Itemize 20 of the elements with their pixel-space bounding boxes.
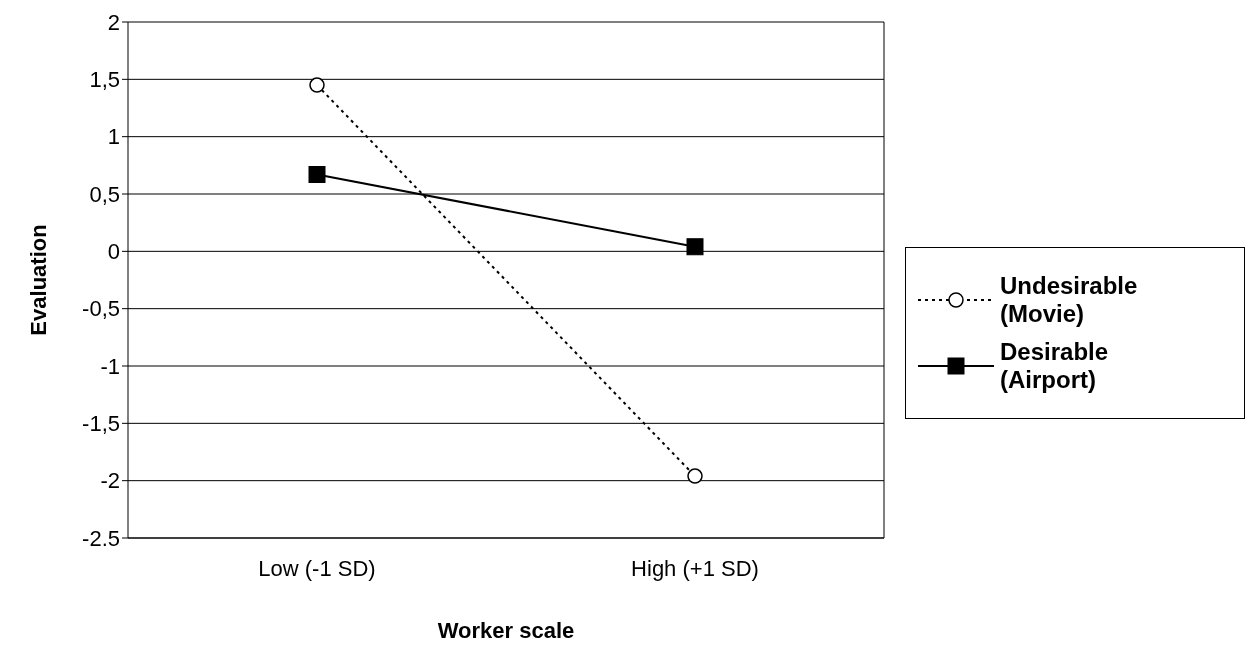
y-tick-label: -2 [100,468,120,494]
point [687,468,703,484]
y-tick-label: -1 [100,353,120,379]
point [309,77,325,93]
x-tick-label: High (+1 SD) [631,555,759,581]
y-tick-label: -1,5 [82,411,120,437]
y-tick-label: 0 [107,239,120,265]
point [686,238,704,256]
x-tick-label: Low (-1 SD) [258,555,376,581]
y-tick-label: 1 [107,124,120,150]
legend-label: Undesirable (Movie) [1000,272,1139,328]
y-tick-label: 0,5 [89,181,120,207]
y-tick-label: 1,5 [89,67,120,93]
y-tick-label: 2 [107,9,120,35]
point [308,166,326,184]
y-tick-label: -2.5 [82,525,120,551]
legend-label: Desirable (Airport) [1000,338,1110,394]
y-axis-title: Evaluation [25,224,51,336]
y-tick-label: -0,5 [82,296,120,322]
x-axis-title: Worker scale [437,618,575,643]
